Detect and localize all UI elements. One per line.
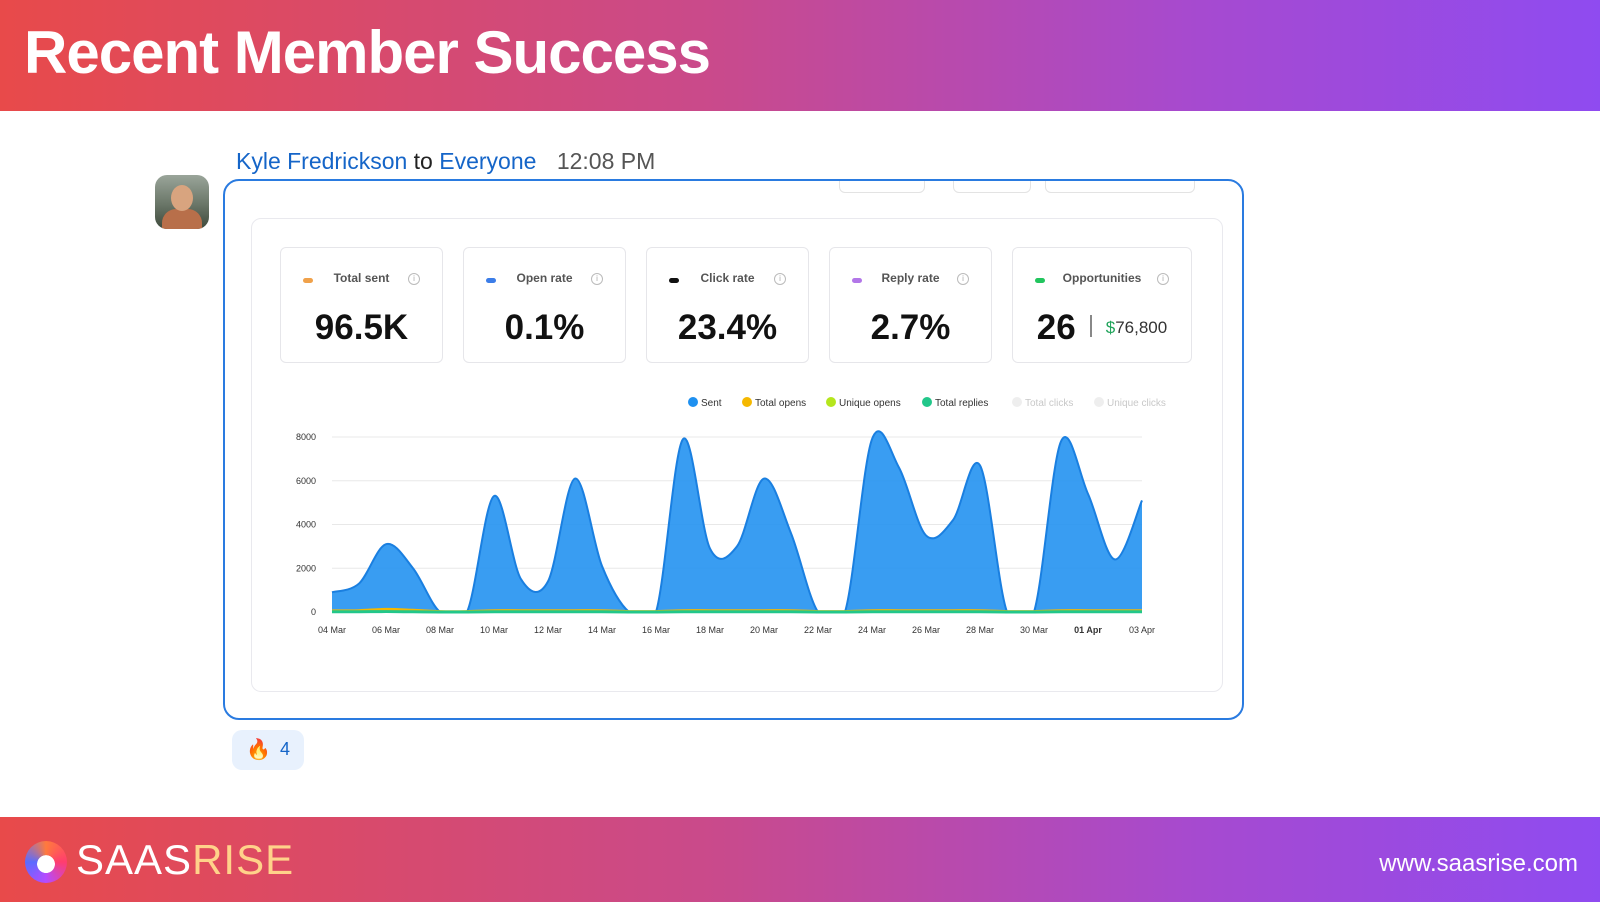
stat-label: Opportunities bbox=[1062, 271, 1142, 285]
stat-label: Open rate bbox=[516, 271, 573, 285]
message-time: 12:08 PM bbox=[556, 148, 656, 174]
title-banner: Recent Member Success bbox=[0, 0, 1600, 111]
stat-value: 23.4% bbox=[677, 308, 778, 347]
stat-value: 26 bbox=[1036, 308, 1076, 347]
x-tick-label: 12 Mar bbox=[534, 625, 562, 635]
value-divider bbox=[1089, 315, 1092, 337]
series-dot bbox=[303, 278, 313, 283]
info-icon[interactable]: i bbox=[957, 273, 969, 285]
legend-swatch bbox=[1012, 397, 1022, 407]
series-dot bbox=[852, 278, 862, 283]
stat-value: 96.5K bbox=[314, 308, 409, 347]
avatar[interactable] bbox=[155, 175, 209, 229]
shared-image-card[interactable]: Total sent i 96.5K Open rate i 0.1% Clic… bbox=[223, 179, 1244, 720]
y-tick-label: 8000 bbox=[296, 432, 316, 442]
stat-value-row: 26 $76,800 bbox=[1013, 308, 1191, 348]
x-tick-label: 03 Apr bbox=[1129, 625, 1155, 635]
x-tick-label: 22 Mar bbox=[804, 625, 832, 635]
recipient-name[interactable]: Everyone bbox=[439, 148, 537, 174]
legend-item-total-opens[interactable]: Total opens bbox=[742, 397, 806, 409]
avatar-face bbox=[171, 185, 193, 211]
legend-item-total-clicks[interactable]: Total clicks bbox=[1012, 397, 1073, 409]
legend-label: Total replies bbox=[935, 398, 989, 409]
sender-name[interactable]: Kyle Fredrickson bbox=[236, 148, 408, 174]
x-tick-label: 20 Mar bbox=[750, 625, 778, 635]
y-tick-label: 6000 bbox=[296, 476, 316, 486]
info-icon[interactable]: i bbox=[591, 273, 603, 285]
legend-item-unique-opens[interactable]: Unique opens bbox=[826, 397, 901, 409]
logo-text-a: SAAS bbox=[76, 836, 193, 883]
stat-label: Reply rate bbox=[881, 271, 940, 285]
legend-label: Sent bbox=[701, 398, 722, 409]
y-tick-label: 0 bbox=[311, 607, 316, 617]
legend-swatch bbox=[688, 397, 698, 407]
stat-value: 2.7% bbox=[870, 308, 951, 347]
analytics-panel: Total sent i 96.5K Open rate i 0.1% Clic… bbox=[251, 218, 1223, 692]
logo-text-b: RISE bbox=[192, 836, 295, 883]
info-icon[interactable]: i bbox=[408, 273, 420, 285]
stat-reply-rate: Reply rate i 2.7% bbox=[829, 247, 992, 363]
info-icon[interactable]: i bbox=[1157, 273, 1169, 285]
series-dot bbox=[669, 278, 679, 283]
connector-text: to bbox=[413, 148, 433, 174]
y-tick-label: 2000 bbox=[296, 563, 316, 573]
x-tick-label: 28 Mar bbox=[966, 625, 994, 635]
legend-label: Total opens bbox=[755, 398, 807, 409]
x-tick-label: 04 Mar bbox=[318, 625, 346, 635]
opportunity-value: $76,800 bbox=[1105, 318, 1168, 337]
legend-item-unique-clicks[interactable]: Unique clicks bbox=[1094, 397, 1166, 409]
avatar-shirt bbox=[162, 209, 202, 229]
stat-total-sent: Total sent i 96.5K bbox=[280, 247, 443, 363]
legend-label: Unique clicks bbox=[1107, 398, 1166, 409]
ghost-filter-tab bbox=[953, 181, 1031, 193]
x-tick-label: 26 Mar bbox=[912, 625, 940, 635]
series-dot bbox=[486, 278, 496, 283]
stat-label: Total sent bbox=[333, 271, 390, 285]
footer-url[interactable]: www.saasrise.com bbox=[1379, 850, 1578, 877]
stat-value: 0.1% bbox=[504, 308, 585, 347]
message-header: Kyle Fredrickson to Everyone 12:08 PM bbox=[236, 148, 655, 175]
x-tick-label: 06 Mar bbox=[372, 625, 400, 635]
stat-label: Click rate bbox=[700, 271, 755, 285]
x-tick-label: 30 Mar bbox=[1020, 625, 1048, 635]
x-tick-label: 01 Apr bbox=[1074, 625, 1102, 635]
y-tick-label: 4000 bbox=[296, 520, 316, 530]
x-tick-label: 08 Mar bbox=[426, 625, 454, 635]
ghost-filter-tab bbox=[839, 181, 925, 193]
series-dot bbox=[1035, 278, 1045, 283]
legend-swatch bbox=[922, 397, 932, 407]
reaction-count: 4 bbox=[280, 739, 291, 759]
x-tick-label: 16 Mar bbox=[642, 625, 670, 635]
x-tick-label: 24 Mar bbox=[858, 625, 886, 635]
ghost-filter-tab bbox=[1045, 181, 1195, 193]
info-icon[interactable]: i bbox=[774, 273, 786, 285]
x-tick-label: 10 Mar bbox=[480, 625, 508, 635]
fire-icon: 🔥 bbox=[246, 739, 271, 761]
legend-swatch bbox=[1094, 397, 1104, 407]
series-area-sent bbox=[332, 431, 1142, 612]
stat-open-rate: Open rate i 0.1% bbox=[463, 247, 626, 363]
legend-swatch bbox=[742, 397, 752, 407]
legend-item-total-replies[interactable]: Total replies bbox=[922, 397, 988, 409]
stat-opportunities: Opportunities i 26 $76,800 bbox=[1012, 247, 1192, 363]
legend-label: Unique opens bbox=[839, 398, 901, 409]
saasrise-logo-icon bbox=[25, 841, 67, 883]
legend-label: Total clicks bbox=[1025, 398, 1074, 409]
sent-area-chart: 0 2000 4000 6000 8000 04 Mar 06 Mar 08 Mar 10 Ma… bbox=[296, 430, 1155, 635]
stat-click-rate: Click rate i 23.4% bbox=[646, 247, 809, 363]
legend-item-sent[interactable]: Sent bbox=[688, 397, 722, 409]
page-title: Recent Member Success bbox=[24, 19, 711, 86]
legend-swatch bbox=[826, 397, 836, 407]
x-tick-label: 14 Mar bbox=[588, 625, 616, 635]
footer-bar: SAASRISE www.saasrise.com bbox=[0, 817, 1600, 902]
saasrise-logo[interactable]: SAASRISE bbox=[76, 836, 294, 884]
x-tick-label: 18 Mar bbox=[696, 625, 724, 635]
fire-reaction[interactable]: 🔥 4 bbox=[232, 730, 304, 770]
